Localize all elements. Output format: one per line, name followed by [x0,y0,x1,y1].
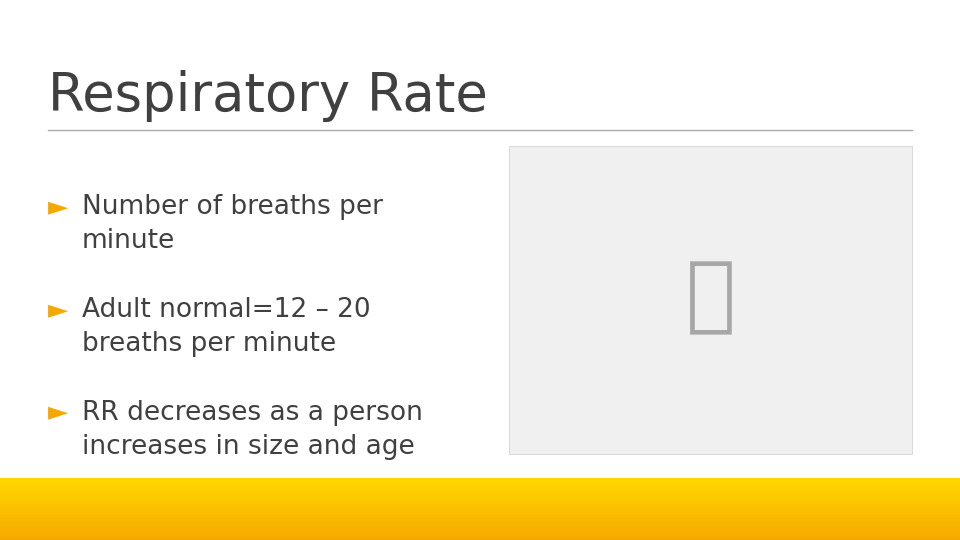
FancyBboxPatch shape [0,492,960,494]
FancyBboxPatch shape [0,485,960,487]
FancyBboxPatch shape [0,495,960,497]
FancyBboxPatch shape [0,501,960,503]
FancyBboxPatch shape [0,515,960,517]
Text: Respiratory Rate: Respiratory Rate [48,70,488,122]
Text: 🩺: 🩺 [685,256,735,338]
FancyBboxPatch shape [0,535,960,537]
FancyBboxPatch shape [0,494,960,495]
FancyBboxPatch shape [0,508,960,509]
FancyBboxPatch shape [0,538,960,540]
FancyBboxPatch shape [0,504,960,506]
FancyBboxPatch shape [0,481,960,483]
FancyBboxPatch shape [0,498,960,500]
FancyBboxPatch shape [0,487,960,489]
Text: Number of breaths per
minute: Number of breaths per minute [82,194,383,254]
FancyBboxPatch shape [0,514,960,515]
FancyBboxPatch shape [0,520,960,522]
FancyBboxPatch shape [0,484,960,485]
FancyBboxPatch shape [0,478,960,480]
FancyBboxPatch shape [0,490,960,492]
FancyBboxPatch shape [509,146,912,454]
FancyBboxPatch shape [0,497,960,498]
FancyBboxPatch shape [0,534,960,535]
FancyBboxPatch shape [0,537,960,538]
Text: Adult normal=12 – 20
breaths per minute: Adult normal=12 – 20 breaths per minute [82,297,371,357]
FancyBboxPatch shape [0,524,960,526]
FancyBboxPatch shape [0,517,960,518]
FancyBboxPatch shape [0,526,960,528]
Text: ►: ► [48,194,68,220]
Text: RR decreases as a person
increases in size and age: RR decreases as a person increases in si… [82,400,422,460]
Text: ►: ► [48,297,68,323]
FancyBboxPatch shape [0,510,960,512]
Text: ►: ► [48,400,68,426]
FancyBboxPatch shape [0,532,960,534]
FancyBboxPatch shape [0,523,960,524]
FancyBboxPatch shape [0,518,960,520]
FancyBboxPatch shape [0,512,960,514]
FancyBboxPatch shape [0,531,960,532]
FancyBboxPatch shape [0,483,960,484]
FancyBboxPatch shape [0,529,960,531]
FancyBboxPatch shape [0,489,960,490]
FancyBboxPatch shape [0,480,960,481]
FancyBboxPatch shape [0,500,960,501]
FancyBboxPatch shape [0,522,960,523]
FancyBboxPatch shape [0,503,960,504]
FancyBboxPatch shape [0,506,960,508]
FancyBboxPatch shape [0,528,960,529]
FancyBboxPatch shape [0,509,960,510]
